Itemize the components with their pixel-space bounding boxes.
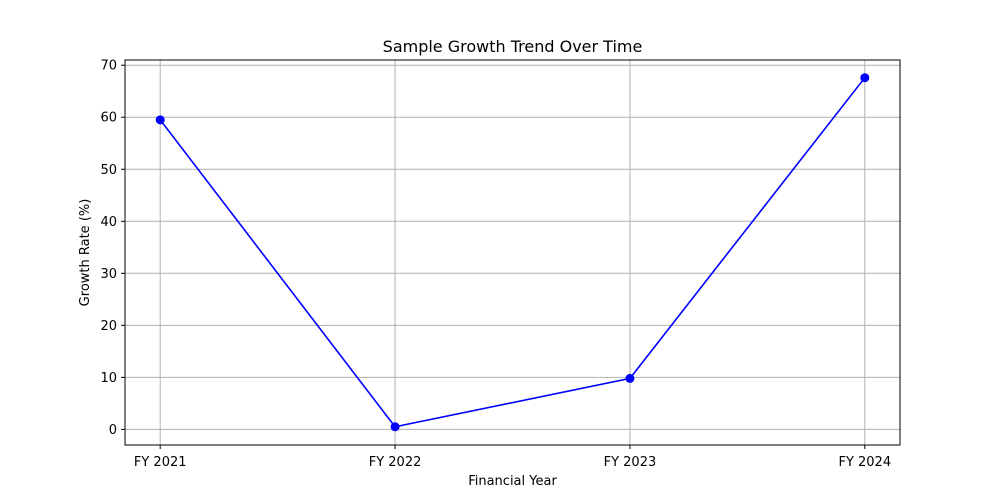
data-point-marker bbox=[625, 373, 635, 383]
tick-layer: FY 2021 FY 2022 FY 2023 FY 2024 0 10 20 30 40 50 6… bbox=[100, 59, 891, 470]
x-tick-label: FY 2024 bbox=[838, 455, 891, 470]
y-tick-label: 20 bbox=[100, 319, 117, 334]
x-tick-label: FY 2022 bbox=[369, 455, 422, 470]
data-point-marker bbox=[860, 73, 870, 83]
series-line bbox=[159, 77, 866, 428]
y-tick-label: 60 bbox=[100, 111, 117, 126]
y-axis-label: Growth Rate (%) bbox=[78, 199, 93, 307]
plot-frame bbox=[124, 59, 901, 446]
x-tick-label: FY 2021 bbox=[134, 455, 187, 470]
data-point-marker bbox=[390, 422, 400, 432]
grid-layer bbox=[125, 60, 900, 445]
y-tick-label: 70 bbox=[100, 59, 117, 74]
y-tick-label: 10 bbox=[100, 371, 117, 386]
y-tick-label: 50 bbox=[100, 163, 117, 178]
y-tick-label: 40 bbox=[100, 215, 117, 230]
y-tick-label: 30 bbox=[100, 267, 117, 282]
chart-title: Sample Growth Trend Over Time bbox=[383, 37, 643, 56]
x-tick-label: FY 2023 bbox=[604, 455, 657, 470]
y-tick-label: 0 bbox=[109, 423, 117, 438]
series-layer bbox=[155, 73, 870, 432]
x-axis-label: Financial Year bbox=[468, 474, 557, 489]
data-point-marker bbox=[155, 115, 165, 125]
